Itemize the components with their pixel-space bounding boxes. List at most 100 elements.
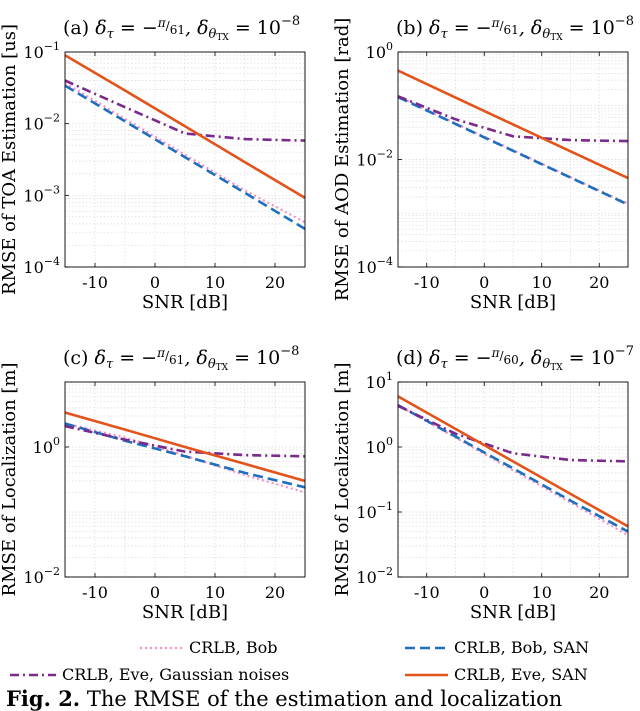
panel-title: (d) δτ = −π/60, δθTX = 10−7 <box>396 344 634 373</box>
y-tick-mantissa: 10 <box>356 568 376 587</box>
series-line-eve_gauss <box>65 79 305 142</box>
title-tx: TX <box>216 33 229 43</box>
series-line-eve_gauss <box>65 424 305 458</box>
series-line-bob <box>398 404 628 537</box>
title-theta: θ <box>542 27 550 42</box>
title-tau: τ <box>440 27 448 42</box>
axes-box <box>64 381 306 578</box>
panel-title: (c) δτ = −π/61, δθTX = 10−8 <box>63 344 299 373</box>
panel-title: (a) δτ = −π/61, δθTX = 10−8 <box>63 14 300 43</box>
y-tick-label: 101 <box>366 370 393 392</box>
y-tick-mantissa: 10 <box>366 438 386 457</box>
title-frac-bar: / <box>500 349 505 363</box>
title-equals: = − <box>113 347 157 369</box>
series-line-bob <box>65 422 305 494</box>
y-tick-exponent: −3 <box>44 183 60 196</box>
title-denominator: 60 <box>504 353 519 367</box>
y-tick-mantissa: 10 <box>356 151 376 170</box>
y-tick-exponent: −2 <box>377 565 393 578</box>
title-delta2: , δ <box>185 17 209 39</box>
y-tick-label: 10−3 <box>23 183 60 205</box>
title-tx: TX <box>550 363 563 373</box>
series-line-eve_san <box>398 395 628 528</box>
title-delta: δ <box>95 17 106 39</box>
x-axis-label: SNR [dB] <box>142 292 228 313</box>
figure-caption: Fig. 2. The RMSE of the estimation and l… <box>6 686 562 711</box>
title-label: (b) <box>396 17 429 39</box>
title-tau: τ <box>107 27 115 42</box>
x-tick-label: -10 <box>82 583 108 602</box>
y-tick-exponent: −4 <box>377 255 393 268</box>
title-delta2: , δ <box>184 347 208 369</box>
title-equals: = − <box>448 17 492 39</box>
x-tick-label: 0 <box>150 583 160 602</box>
y-tick-exponent: −1 <box>377 500 393 513</box>
y-tick-label: 10−2 <box>23 565 60 587</box>
title-delta2: , δ <box>519 17 543 39</box>
series-line-eve_san <box>65 411 305 483</box>
legend-label-eve_gauss: CRLB, Eve, Gaussian noises <box>62 665 289 684</box>
title-frac-bar: / <box>500 19 505 33</box>
y-tick-mantissa: 10 <box>356 503 376 522</box>
legend-label-eve_san: CRLB, Eve, SAN <box>454 665 588 684</box>
y-axis-label: RMSE of TOA Estimation [us] <box>0 24 20 295</box>
y-tick-mantissa: 10 <box>33 438 53 457</box>
x-tick-label: 20 <box>589 583 609 602</box>
x-tick-label: -10 <box>414 273 440 292</box>
series-group <box>398 395 628 537</box>
x-axis-label: SNR [dB] <box>470 292 556 313</box>
title-delta: δ <box>429 347 440 369</box>
series-line-bob_san <box>65 84 305 231</box>
title-label: (a) <box>63 17 95 39</box>
title-delta2: , δ <box>519 347 543 369</box>
x-tick-label: 10 <box>205 273 225 292</box>
title-delta: δ <box>95 347 106 369</box>
title-ten: = 10 <box>228 347 280 369</box>
title-exponent: −8 <box>281 14 300 29</box>
y-tick-mantissa: 10 <box>23 115 43 134</box>
y-tick-exponent: 0 <box>386 435 393 448</box>
x-tick-label: -10 <box>82 273 108 292</box>
y-tick-mantissa: 10 <box>366 373 386 392</box>
y-tick-exponent: 1 <box>386 370 393 383</box>
title-equals: = − <box>114 17 158 39</box>
axes-box <box>64 51 306 268</box>
y-tick-label: 10−4 <box>356 255 393 277</box>
series-line-bob_san <box>65 422 305 489</box>
y-tick-label: 100 <box>33 435 60 457</box>
y-tick-label: 10−1 <box>356 500 393 522</box>
y-tick-exponent: 0 <box>53 435 60 448</box>
title-tau: τ <box>440 357 448 372</box>
series-line-eve_san <box>398 69 628 180</box>
x-axis-label: SNR [dB] <box>142 602 228 623</box>
title-pi: π <box>157 16 167 30</box>
caption-text: The RMSE of the estimation and localizat… <box>86 687 563 711</box>
title-tau: τ <box>106 357 114 372</box>
caption-label: Fig. 2. <box>6 686 81 711</box>
series-line-bob_san <box>398 404 628 533</box>
y-tick-exponent: −2 <box>44 112 60 125</box>
x-tick-label: 10 <box>205 583 225 602</box>
y-tick-exponent: −2 <box>44 565 60 578</box>
title-delta: δ <box>429 17 440 39</box>
x-tick-label: -10 <box>414 583 440 602</box>
x-tick-label: 0 <box>479 583 489 602</box>
title-denominator: 61 <box>170 23 185 37</box>
title-pi: π <box>491 346 501 360</box>
series-line-eve_gauss <box>398 404 628 463</box>
series-line-eve_san <box>65 54 305 200</box>
series-line-eve_gauss <box>398 95 628 143</box>
x-tick-label: 10 <box>532 273 552 292</box>
title-ten: = 10 <box>229 17 281 39</box>
title-frac-bar: / <box>166 19 171 33</box>
title-theta: θ <box>209 27 217 42</box>
title-theta: θ <box>542 357 550 372</box>
x-tick-label: 20 <box>265 273 285 292</box>
series-group <box>65 54 305 231</box>
y-tick-exponent: −2 <box>377 148 393 161</box>
title-exponent: −8 <box>280 344 299 359</box>
